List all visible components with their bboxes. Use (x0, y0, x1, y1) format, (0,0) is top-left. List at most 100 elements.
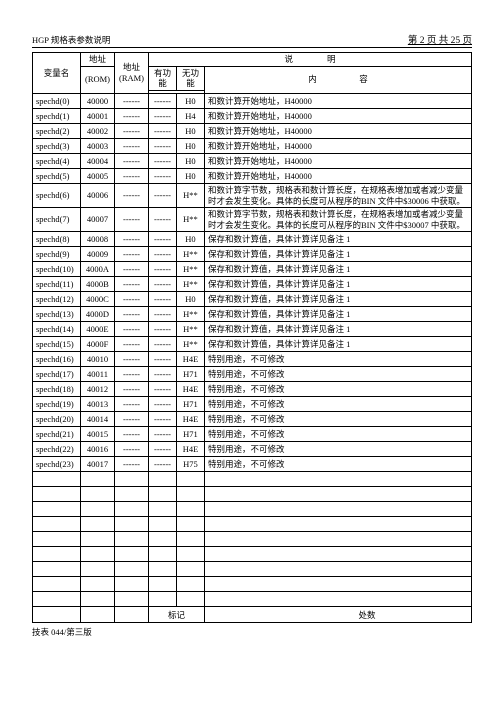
cell-f2: H** (177, 322, 205, 337)
table-row: spechd(3)40003------------H0和数计算开始地址，H40… (33, 138, 472, 153)
cell-desc: 和数计算开始地址，H40000 (205, 168, 472, 183)
cell-f2: H0 (177, 123, 205, 138)
cell-ram: ------ (115, 397, 149, 412)
table-row-empty (33, 517, 472, 532)
cell-rom: 40001 (81, 108, 115, 123)
cell-varname: spechd(20) (33, 412, 81, 427)
cell-ram: ------ (115, 442, 149, 457)
cell-desc: 保存和数计算值，具体计算详见备注 1 (205, 277, 472, 292)
footer-loc: 处数 (205, 607, 472, 623)
cell-varname: spechd(6) (33, 183, 81, 207)
cell-varname: spechd(2) (33, 123, 81, 138)
cell-desc: 和数计算开始地址，H40000 (205, 138, 472, 153)
cell-f2: H71 (177, 397, 205, 412)
cell-f2: H4E (177, 352, 205, 367)
cell-desc: 保存和数计算值，具体计算详见备注 1 (205, 307, 472, 322)
th-content: 内 容 (205, 66, 472, 93)
table-row: spechd(9)40009------------H**保存和数计算值，具体计… (33, 247, 472, 262)
cell-desc: 特别用途，不可修改 (205, 457, 472, 472)
cell-f1: ------ (149, 277, 177, 292)
cell-ram: ------ (115, 262, 149, 277)
cell-f1: ------ (149, 168, 177, 183)
cell-varname: spechd(14) (33, 322, 81, 337)
cell-ram: ------ (115, 123, 149, 138)
cell-desc: 保存和数计算值，具体计算详见备注 1 (205, 322, 472, 337)
cell-f1: ------ (149, 292, 177, 307)
cell-rom: 4000A (81, 262, 115, 277)
cell-f2: H** (177, 247, 205, 262)
footer-row: 标记处数 (33, 607, 472, 623)
table-row: spechd(11)4000B------------H**保存和数计算值，具体… (33, 277, 472, 292)
cell-varname: spechd(19) (33, 397, 81, 412)
cell-ram: ------ (115, 93, 149, 108)
cell-f2: H** (177, 183, 205, 207)
th-func-yes: 有功能 (149, 66, 177, 90)
cell-varname: spechd(3) (33, 138, 81, 153)
cell-rom: 40011 (81, 367, 115, 382)
table-row: spechd(15)4000F------------H**保存和数计算值，具体… (33, 337, 472, 352)
cell-varname: spechd(11) (33, 277, 81, 292)
cell-f2: H0 (177, 153, 205, 168)
cell-rom: 40017 (81, 457, 115, 472)
cell-varname: spechd(7) (33, 208, 81, 232)
cell-desc: 特别用途，不可修改 (205, 382, 472, 397)
table-row: spechd(21)40015------------H71特别用途，不可修改 (33, 427, 472, 442)
cell-f2: H4 (177, 108, 205, 123)
table-row: spechd(17)40011------------H71特别用途，不可修改 (33, 367, 472, 382)
cell-rom: 40007 (81, 208, 115, 232)
cell-ram: ------ (115, 153, 149, 168)
cell-desc: 和数计算开始地址，H40000 (205, 123, 472, 138)
table-row: spechd(1)40001------------H4和数计算开始地址，H40… (33, 108, 472, 123)
spec-table: 变量名 地址 地址(RAM) 说 明 (ROM) 有功能 无功能 内 容 spe… (32, 52, 472, 623)
cell-ram: ------ (115, 232, 149, 247)
cell-desc: 和数计算开始地址，H40000 (205, 108, 472, 123)
cell-rom: 40003 (81, 138, 115, 153)
cell-ram: ------ (115, 337, 149, 352)
table-row: spechd(2)40002------------H0和数计算开始地址，H40… (33, 123, 472, 138)
cell-varname: spechd(15) (33, 337, 81, 352)
cell-ram: ------ (115, 412, 149, 427)
th-ram: 地址(RAM) (115, 53, 149, 94)
cell-f2: H75 (177, 457, 205, 472)
cell-f2: H0 (177, 232, 205, 247)
table-row: spechd(5)40005------------H0和数计算开始地址，H40… (33, 168, 472, 183)
cell-f1: ------ (149, 457, 177, 472)
table-row: spechd(16)40010------------H4E特别用途，不可修改 (33, 352, 472, 367)
cell-rom: 40006 (81, 183, 115, 207)
cell-f2: H** (177, 307, 205, 322)
cell-rom: 40010 (81, 352, 115, 367)
cell-f2: H0 (177, 93, 205, 108)
cell-f1: ------ (149, 108, 177, 123)
cell-ram: ------ (115, 457, 149, 472)
cell-f1: ------ (149, 232, 177, 247)
cell-f1: ------ (149, 367, 177, 382)
cell-desc: 特别用途，不可修改 (205, 352, 472, 367)
table-row: spechd(0)40000------------H0和数计算开始地址，H40… (33, 93, 472, 108)
cell-rom: 4000E (81, 322, 115, 337)
table-row-empty (33, 472, 472, 487)
cell-ram: ------ (115, 307, 149, 322)
cell-ram: ------ (115, 352, 149, 367)
cell-varname: spechd(23) (33, 457, 81, 472)
cell-f2: H4E (177, 442, 205, 457)
cell-varname: spechd(5) (33, 168, 81, 183)
cell-ram: ------ (115, 138, 149, 153)
table-row: spechd(19)40013------------H71特别用途，不可修改 (33, 397, 472, 412)
table-row-empty (33, 547, 472, 562)
cell-f1: ------ (149, 427, 177, 442)
cell-desc: 保存和数计算值，具体计算详见备注 1 (205, 247, 472, 262)
table-row-empty (33, 487, 472, 502)
cell-desc: 保存和数计算值，具体计算详见备注 1 (205, 337, 472, 352)
cell-f1: ------ (149, 183, 177, 207)
page-header: HGP 规格表参数说明 第 2 页 共 25 页 (32, 32, 472, 48)
cell-varname: spechd(8) (33, 232, 81, 247)
table-row: spechd(14)4000E------------H**保存和数计算值，具体… (33, 322, 472, 337)
cell-varname: spechd(4) (33, 153, 81, 168)
cell-f2: H4E (177, 412, 205, 427)
cell-varname: spechd(18) (33, 382, 81, 397)
cell-ram: ------ (115, 322, 149, 337)
cell-ram: ------ (115, 292, 149, 307)
cell-ram: ------ (115, 208, 149, 232)
cell-rom: 40009 (81, 247, 115, 262)
cell-rom: 4000C (81, 292, 115, 307)
